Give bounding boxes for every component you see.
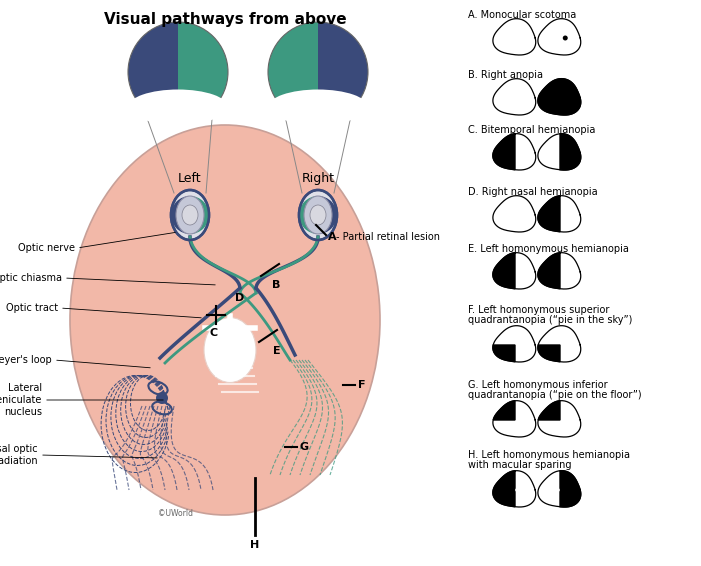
- Polygon shape: [493, 401, 536, 437]
- Text: quadrantanopia (“pie in the sky”): quadrantanopia (“pie in the sky”): [468, 315, 632, 325]
- Text: H. Left homonymous hemianopia: H. Left homonymous hemianopia: [468, 450, 630, 460]
- Text: E: E: [273, 346, 280, 356]
- Ellipse shape: [268, 89, 368, 125]
- Polygon shape: [538, 196, 560, 231]
- Polygon shape: [538, 196, 580, 232]
- Circle shape: [156, 392, 168, 404]
- Text: - Partial retinal lesion: - Partial retinal lesion: [336, 232, 440, 242]
- Text: Optic chiasma: Optic chiasma: [0, 273, 62, 283]
- Wedge shape: [128, 22, 178, 122]
- Wedge shape: [178, 22, 228, 122]
- Text: B. Right anopia: B. Right anopia: [468, 70, 543, 80]
- Text: C: C: [210, 328, 218, 338]
- Polygon shape: [493, 471, 536, 507]
- Text: A. Monocular scotoma: A. Monocular scotoma: [468, 10, 576, 20]
- Text: G. Left homonymous inferior: G. Left homonymous inferior: [468, 380, 608, 390]
- Polygon shape: [493, 134, 536, 170]
- Wedge shape: [190, 196, 209, 234]
- Polygon shape: [538, 252, 580, 289]
- Wedge shape: [299, 196, 318, 234]
- Text: Lateral
geniculate
nucleus: Lateral geniculate nucleus: [0, 383, 42, 417]
- Polygon shape: [493, 325, 536, 362]
- Polygon shape: [493, 79, 536, 115]
- Polygon shape: [493, 345, 515, 362]
- Text: H: H: [250, 540, 259, 550]
- Polygon shape: [538, 134, 580, 170]
- Text: quadrantanopia (“pie on the floor”): quadrantanopia (“pie on the floor”): [468, 390, 641, 400]
- Text: Visual pathways from above: Visual pathways from above: [104, 12, 346, 27]
- Polygon shape: [493, 252, 515, 289]
- Ellipse shape: [304, 196, 332, 234]
- Wedge shape: [268, 22, 318, 122]
- Wedge shape: [171, 196, 190, 234]
- Polygon shape: [538, 252, 560, 289]
- Text: G: G: [300, 442, 309, 452]
- Polygon shape: [538, 345, 560, 362]
- Text: A: A: [328, 232, 336, 242]
- Polygon shape: [493, 470, 515, 507]
- Wedge shape: [318, 196, 337, 234]
- Ellipse shape: [128, 89, 228, 125]
- Text: D: D: [235, 293, 244, 303]
- Wedge shape: [515, 483, 523, 497]
- Circle shape: [563, 36, 568, 41]
- Ellipse shape: [299, 190, 337, 240]
- Wedge shape: [318, 22, 368, 122]
- Ellipse shape: [182, 205, 198, 225]
- Polygon shape: [538, 401, 580, 437]
- Text: Optic tract: Optic tract: [6, 303, 58, 313]
- Text: Left: Left: [178, 172, 202, 185]
- Polygon shape: [493, 196, 536, 232]
- Polygon shape: [538, 79, 580, 115]
- Text: ©UWorld: ©UWorld: [158, 508, 193, 517]
- Polygon shape: [538, 79, 580, 115]
- Polygon shape: [493, 134, 515, 170]
- Polygon shape: [538, 19, 580, 55]
- Text: Right: Right: [301, 172, 334, 185]
- Ellipse shape: [310, 205, 326, 225]
- Ellipse shape: [171, 190, 209, 240]
- Polygon shape: [493, 252, 536, 289]
- Text: C. Bitemporal hemianopia: C. Bitemporal hemianopia: [468, 125, 595, 135]
- Ellipse shape: [204, 318, 256, 383]
- Text: F: F: [358, 380, 365, 390]
- Text: E. Left homonymous hemianopia: E. Left homonymous hemianopia: [468, 244, 629, 254]
- Polygon shape: [538, 325, 580, 362]
- Text: Dorsal optic
radiation: Dorsal optic radiation: [0, 444, 38, 466]
- Polygon shape: [560, 134, 580, 170]
- Text: with macular sparing: with macular sparing: [468, 460, 571, 470]
- Polygon shape: [560, 470, 580, 507]
- Polygon shape: [494, 401, 515, 420]
- Text: F. Left homonymous superior: F. Left homonymous superior: [468, 305, 609, 315]
- Polygon shape: [538, 471, 580, 507]
- Text: B: B: [272, 280, 280, 290]
- Text: Meyer's loop: Meyer's loop: [0, 355, 52, 365]
- Polygon shape: [538, 401, 560, 420]
- Polygon shape: [493, 19, 536, 55]
- Wedge shape: [552, 483, 560, 497]
- Text: Optic nerve: Optic nerve: [18, 243, 75, 253]
- Ellipse shape: [176, 196, 204, 234]
- Text: D. Right nasal hemianopia: D. Right nasal hemianopia: [468, 187, 598, 197]
- Ellipse shape: [70, 125, 380, 515]
